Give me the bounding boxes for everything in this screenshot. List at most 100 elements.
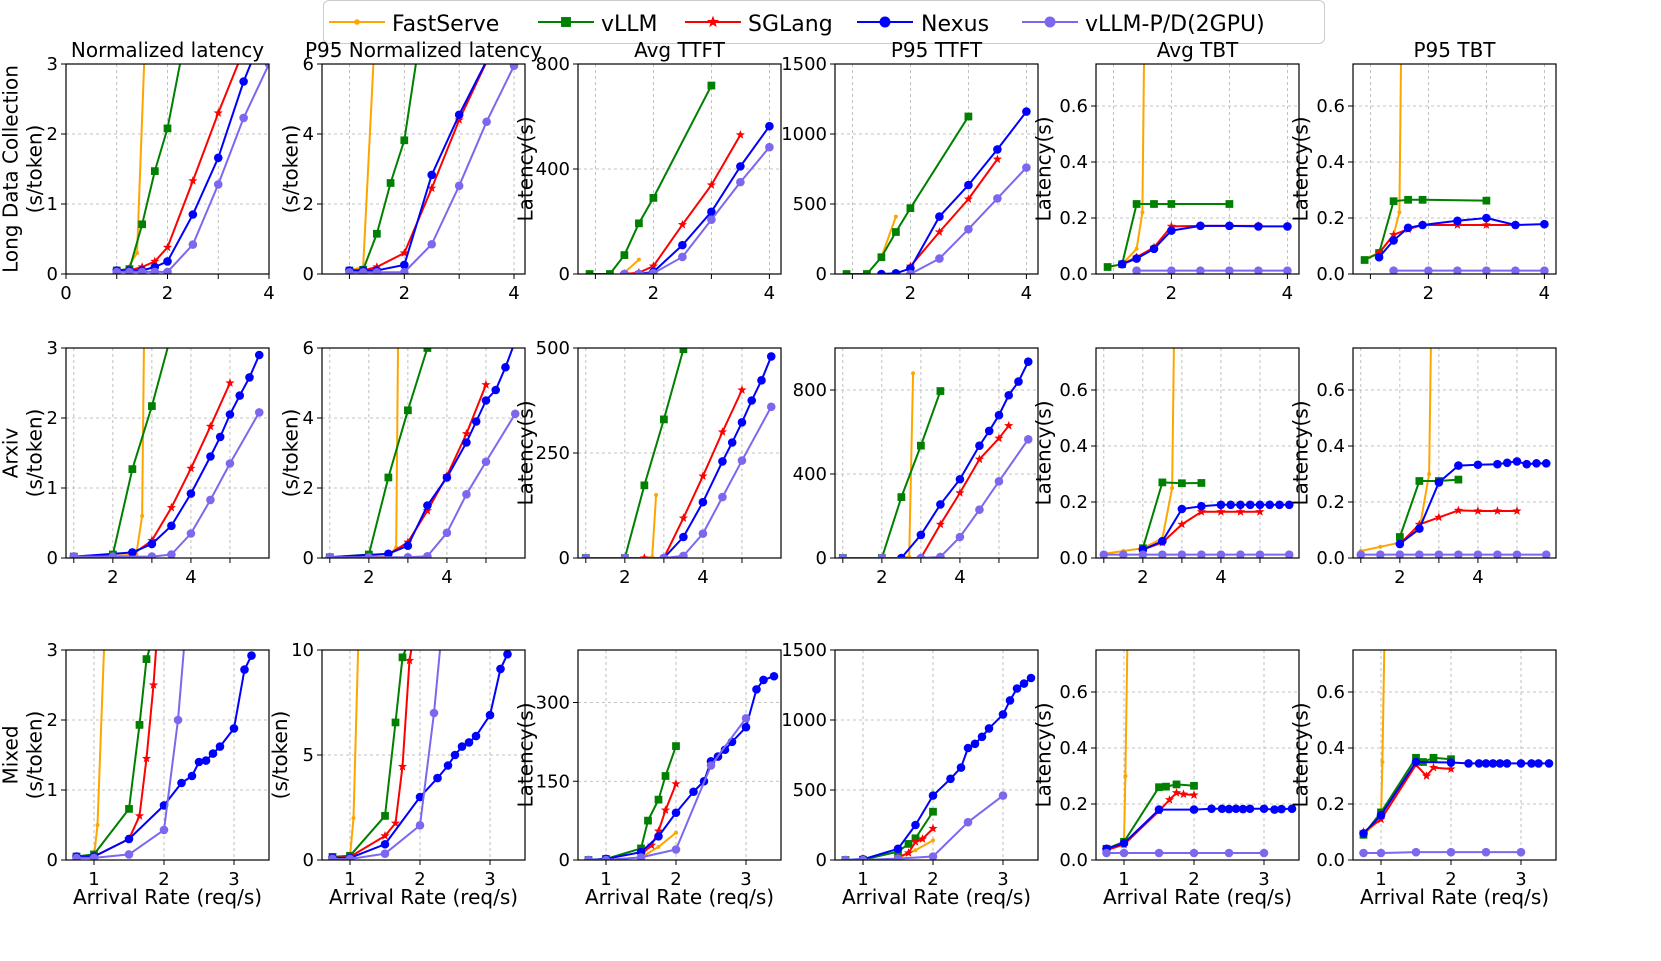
data-point-sglang [639,553,649,558]
data-point-vllm [1418,195,1427,204]
y-tick-label: 6 [303,338,314,359]
data-point-nexus [1197,501,1206,511]
data-point-vllm-p-d-2gpu [998,791,1008,800]
data-point-vllm [148,402,156,410]
data-point-sglang [1414,519,1424,529]
data-point-sglang [150,256,160,266]
data-point-sglang [1512,506,1522,515]
data-point-nexus [229,724,239,733]
data-point-vllm-p-d-2gpu [584,855,593,860]
y-tick-label: 500 [536,338,570,359]
row-label: Arxiv [0,428,23,479]
data-point-nexus [975,441,984,450]
y-tick-label: 0.2 [1059,208,1088,229]
data-point-nexus [654,832,663,841]
data-point-fastserve [913,848,918,853]
data-point-sglang [422,505,432,515]
data-point-nexus [1117,259,1127,269]
data-point-sglang [461,428,472,438]
legend-entry-vllm-pd: vLLM-P/D(2GPU) [1022,12,1265,37]
y-tick-label: 0.6 [1316,96,1345,117]
data-point-nexus [427,170,437,180]
series-line-vllm-p-d-2gpu [585,406,773,558]
x-tick-label: 4 [263,283,274,304]
data-point-vllm-p-d-2gpu [415,821,425,830]
y-tick-label: 1000 [781,124,827,145]
data-point-vllm-p-d-2gpu [206,495,215,505]
data-point-vllm-p-d-2gpu [1540,266,1549,274]
data-point-nexus [1502,458,1512,468]
data-point-nexus [1014,377,1023,386]
y-tick-label: 0.0 [1059,264,1088,285]
data-point-nexus [718,457,727,466]
series-line-sglang [1362,763,1452,833]
data-point-vllm-p-d-2gpu [1284,550,1294,558]
data-point-fastserve [1429,332,1433,336]
y-axis-label: Latency(s) [1032,702,1056,807]
data-point-nexus [707,207,716,217]
data-point-vllm [1155,783,1163,792]
data-point-vllm-p-d-2gpu [620,269,629,274]
x-axis-label: Arrival Rate (req/s) [329,885,518,909]
series-group [327,650,512,860]
data-point-vllm-p-d-2gpu [345,267,354,274]
data-point-nexus [1395,539,1405,549]
data-point-vllm [168,330,176,338]
x-tick-label: 4 [764,283,775,304]
data-point-nexus [384,549,393,558]
data-point-vllm-p-d-2gpu [649,268,658,274]
series-line-nexus [663,356,773,558]
data-point-vllm-p-d-2gpu [188,240,198,249]
x-tick-label: 4 [508,283,519,304]
data-point-vllm-p-d-2gpu [1359,848,1368,858]
data-point-vllm-p-d-2gpu [1541,550,1551,558]
series-line-vllm-p-d-2gpu [588,717,747,860]
data-point-nexus [759,675,768,685]
y-tick-label: 0.4 [1316,738,1345,759]
x-tick-label: 2 [1445,869,1456,890]
y-axis-label: Latency(s) [1032,400,1056,505]
legend-label-nexus: Nexus [921,12,989,37]
x-tick-label: 2 [162,283,173,304]
x-axis-label: Arrival Rate (req/s) [1360,885,1549,909]
legend-point-fastserve [354,19,360,25]
panel-r2-c0: 1 2 3 0 1 2 3 (s/token) Arrival Rate (req/s) Mixe… [0,640,270,909]
data-point-nexus [1259,804,1269,814]
data-point-fastserve [656,844,661,849]
y-tick-label: 0.4 [1316,152,1345,173]
data-point-nexus [984,724,994,733]
data-point-vllm-p-d-2gpu [1138,550,1148,558]
data-point-vllm [1395,533,1404,541]
panel-r1-c0: 2 4 0 1 2 3 (s/token)Arxiv [0,330,270,588]
series-line-nexus [624,125,771,274]
data-point-vllm-p-d-2gpu [877,553,887,558]
y-tick-label: 500 [793,194,827,215]
gridlines [1353,64,1556,275]
data-point-sglang [390,818,401,828]
data-point-sglang [1481,220,1491,229]
data-point-fastserve [1378,544,1383,549]
data-point-vllm-p-d-2gpu [72,853,81,860]
data-point-vllm [138,220,146,229]
data-point-nexus [206,452,215,461]
y-tick-label: 2 [303,194,314,215]
legend-entry-vllm: vLLM [538,12,658,37]
y-tick-label: 0.6 [1059,380,1088,401]
data-point-nexus [1167,226,1176,235]
data-point-nexus [1277,804,1286,814]
data-point-fastserve [1172,332,1176,336]
data-point-vllm [372,229,381,238]
data-point-fastserve [674,830,678,835]
y-tick-label: 2 [303,478,314,499]
data-point-sglang [1473,506,1483,515]
data-point-vllm-p-d-2gpu [766,402,776,412]
y-tick-label: 500 [793,780,827,801]
data-point-sglang [1374,248,1384,257]
data-point-nexus [201,756,211,765]
data-point-nexus [1216,500,1226,510]
data-point-fastserve [1170,486,1175,490]
data-point-sglang [974,454,985,464]
panel-r1-c2: 2 4 0 250 500 Latency(s) [514,338,782,588]
series-line-vllm-p-d-2gpu [73,411,261,558]
y-axis-label: Latency(s) [514,702,538,807]
